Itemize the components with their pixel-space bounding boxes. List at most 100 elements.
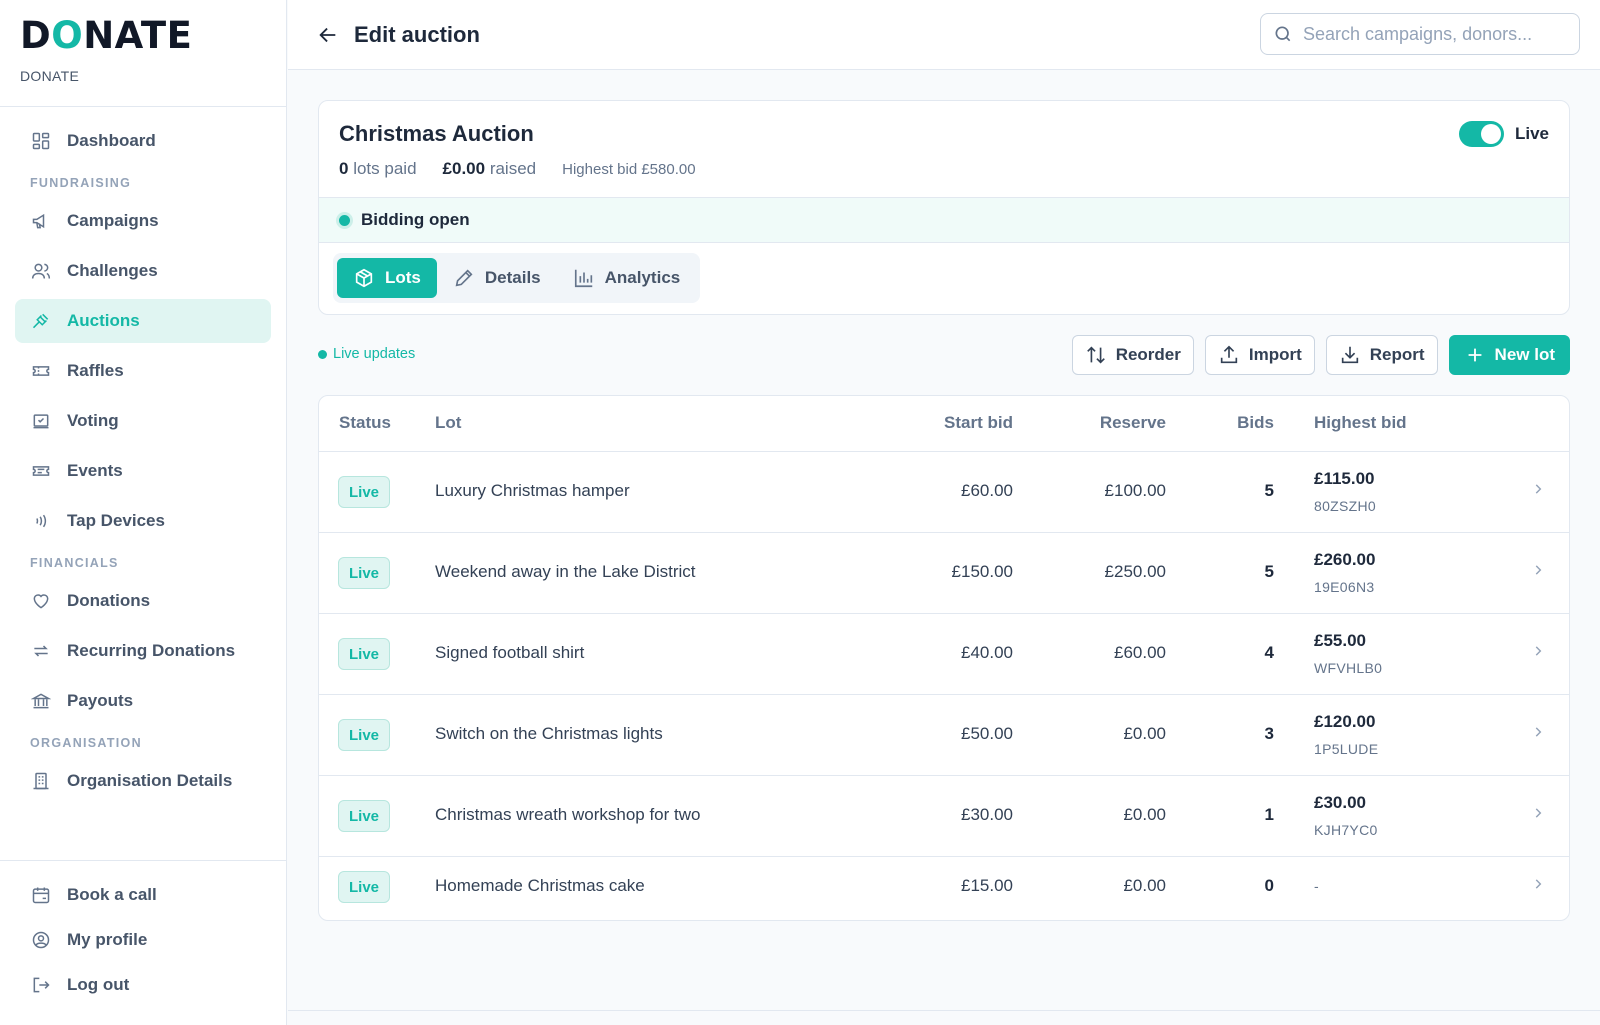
sidebar-item-payouts[interactable]: Payouts (15, 679, 271, 723)
sidebar-item-voting[interactable]: Voting (15, 399, 271, 443)
chevron-right-icon[interactable] (1531, 563, 1545, 577)
new-lot-button[interactable]: New lot (1448, 335, 1570, 375)
brand-subtitle: DONATE (20, 68, 80, 84)
table-row[interactable]: Live Homemade Christmas cake £15.00 £0.0… (319, 857, 1569, 917)
status-badge: Live (338, 638, 390, 670)
chevron-right-icon[interactable] (1531, 482, 1545, 496)
bidding-status-bar: Bidding open (319, 197, 1569, 243)
bid-count: 5 (1264, 481, 1274, 500)
bank-icon (31, 693, 51, 709)
sidebar-item-events[interactable]: Events (15, 449, 271, 493)
download-icon (1341, 346, 1358, 364)
live-toggle[interactable]: Live (1458, 121, 1549, 147)
sort-arrows-icon (1086, 346, 1105, 364)
sidebar: DONATE DONATE Dashboard FUNDRAISING Camp… (0, 0, 287, 1025)
sidebar-item-book-a-call[interactable]: Book a call (15, 875, 271, 915)
report-button[interactable]: Report (1325, 335, 1438, 375)
lot-name: Signed football shirt (435, 643, 585, 662)
sidebar-item-log-out[interactable]: Log out (15, 965, 271, 1005)
lots-paid-value: 0 (339, 159, 349, 178)
sidebar-item-organisation-details[interactable]: Organisation Details (15, 759, 271, 803)
bid-count: 3 (1264, 724, 1274, 743)
import-button[interactable]: Import (1204, 335, 1315, 375)
import-label: Import (1248, 345, 1302, 364)
bidder-code: 19E06N3 (1314, 579, 1375, 595)
lots-table: Status Lot Start bid Reserve Bids Highes… (318, 395, 1570, 921)
sidebar-item-label: Donations (67, 591, 151, 610)
reorder-label: Reorder (1115, 345, 1181, 364)
status-badge: Live (338, 476, 390, 508)
sidebar-item-label: Challenges (67, 261, 158, 280)
bidder-code: WFVHLB0 (1314, 660, 1383, 676)
auction-tabs: Lots Details Analytics (333, 253, 701, 303)
reorder-button[interactable]: Reorder (1071, 335, 1194, 375)
search-box[interactable] (1260, 13, 1580, 55)
sidebar-item-recurring-donations[interactable]: Recurring Donations (15, 629, 271, 673)
toggle-switch[interactable] (1458, 121, 1504, 147)
sidebar-item-dashboard[interactable]: Dashboard (15, 119, 271, 163)
section-fundraising: FUNDRAISING (30, 176, 132, 190)
lots-paid-label: lots paid (353, 159, 417, 178)
auction-title: Christmas Auction (339, 121, 534, 146)
reserve: £0.00 (1123, 805, 1166, 824)
column-lot[interactable]: Lot (435, 413, 462, 432)
column-reserve[interactable]: Reserve (1099, 413, 1166, 432)
page-title: Edit auction (354, 21, 480, 47)
sidebar-item-my-profile[interactable]: My profile (15, 920, 271, 960)
highest-bid-amount: £115.00 (1314, 469, 1375, 488)
user-circle-icon (32, 931, 50, 949)
table-row[interactable]: Live Weekend away in the Lake District £… (319, 533, 1569, 614)
sidebar-item-campaigns[interactable]: Campaigns (15, 199, 271, 243)
sidebar-item-donations[interactable]: Donations (15, 579, 271, 623)
chevron-right-icon[interactable] (1531, 806, 1545, 820)
sidebar-item-raffles[interactable]: Raffles (15, 349, 271, 393)
chevron-right-icon[interactable] (1531, 725, 1545, 739)
sidebar-item-challenges[interactable]: Challenges (15, 249, 271, 293)
table-row[interactable]: Live Switch on the Christmas lights £50.… (319, 695, 1569, 776)
live-updates-label: Live updates (333, 346, 416, 362)
table-row[interactable]: Live Signed football shirt £40.00 £60.00… (319, 614, 1569, 695)
table-header: Status Lot Start bid Reserve Bids Highes… (319, 396, 1569, 452)
chevron-right-icon[interactable] (1531, 644, 1545, 658)
logo[interactable]: DONATE (20, 14, 193, 57)
sidebar-item-auctions[interactable]: Auctions (15, 299, 271, 343)
pencil-icon (455, 269, 473, 287)
table-row[interactable]: Live Christmas wreath workshop for two £… (319, 776, 1569, 857)
column-highest-bid[interactable]: Highest bid (1314, 413, 1407, 432)
tab-details[interactable]: Details (437, 258, 557, 298)
brand: DONATE DONATE (0, 0, 286, 107)
search-input[interactable] (1303, 23, 1573, 45)
status-badge: Live (338, 871, 390, 903)
column-start-bid[interactable]: Start bid (944, 413, 1013, 432)
sidebar-item-tap-devices[interactable]: Tap Devices (15, 499, 271, 543)
tab-label: Analytics (604, 268, 681, 287)
ballot-box-icon (33, 414, 49, 429)
tab-analytics[interactable]: Analytics (557, 258, 697, 298)
column-bids[interactable]: Bids (1237, 413, 1274, 432)
chevron-right-icon[interactable] (1531, 877, 1545, 891)
tab-lots[interactable]: Lots (337, 258, 437, 298)
sidebar-bottom: Book a call My profile Log out (0, 860, 286, 1010)
column-status[interactable]: Status (339, 413, 391, 432)
search-icon (1275, 26, 1291, 42)
start-bid: £60.00 (961, 481, 1013, 500)
repeat-icon (34, 645, 48, 657)
live-toggle-label: Live (1514, 124, 1549, 143)
sidebar-item-label: Events (67, 461, 123, 480)
sidebar-item-label: Payouts (67, 691, 134, 710)
contactless-icon (36, 514, 47, 528)
status-badge: Live (338, 719, 390, 751)
start-bid: £150.00 (951, 562, 1013, 581)
live-updates-indicator: Live updates (318, 346, 415, 362)
tab-label: Lots (385, 268, 421, 287)
sidebar-item-label: Tap Devices (67, 511, 165, 530)
logout-icon (33, 977, 50, 993)
back-button[interactable] (316, 23, 340, 47)
reserve: £60.00 (1114, 643, 1166, 662)
bid-count: 1 (1264, 805, 1274, 824)
lot-name: Weekend away in the Lake District (435, 562, 696, 581)
table-row[interactable]: Live Luxury Christmas hamper £60.00 £100… (319, 452, 1569, 533)
upload-icon (1220, 345, 1238, 364)
reserve: £0.00 (1123, 724, 1166, 743)
start-bid: £15.00 (961, 876, 1013, 895)
